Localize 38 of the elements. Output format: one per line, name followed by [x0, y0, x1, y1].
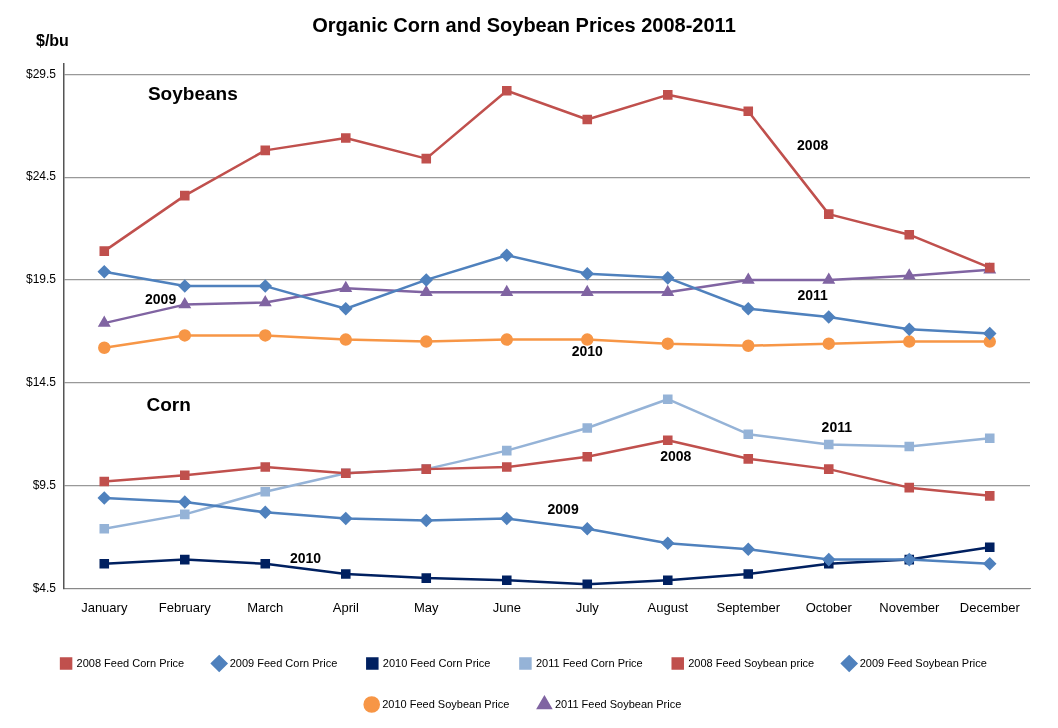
- annotation: 2009: [145, 291, 177, 308]
- legend-label: 2008 Feed Corn Price: [76, 656, 185, 669]
- y-tick-label: $9.5: [32, 477, 57, 492]
- annotation: 2011: [821, 418, 853, 435]
- annotation: Soybeans: [147, 83, 238, 105]
- annotation: 2008: [797, 137, 829, 154]
- x-tick-label: November: [879, 599, 940, 615]
- annotation: 2010: [289, 550, 322, 567]
- x-tick-label: October: [805, 599, 853, 615]
- x-tick-label: April: [332, 599, 359, 615]
- y-tick-label: $24.5: [26, 169, 57, 184]
- y-tick-label: $14.5: [26, 375, 57, 390]
- annotation: Corn: [146, 393, 191, 415]
- x-tick-label: December: [959, 599, 1021, 615]
- annotation: 2011: [797, 287, 829, 304]
- x-tick-label: February: [158, 599, 212, 615]
- legend-label: 2010 Feed Soybean Price: [382, 697, 510, 710]
- x-tick-label: September: [716, 599, 781, 615]
- chart-title: Organic Corn and Soybean Prices 2008-2011: [312, 13, 736, 36]
- legend-label: 2009 Feed Soybean Price: [859, 656, 987, 669]
- annotation: 2009: [547, 501, 579, 518]
- legend-label: 2011 Feed Corn Price: [535, 656, 643, 669]
- x-tick-label: May: [413, 599, 440, 615]
- y-axis-title: $/bu: [36, 32, 69, 50]
- x-tick-label: January: [81, 599, 128, 615]
- legend-label: 2009 Feed Corn Price: [229, 656, 338, 669]
- annotation: 2008: [660, 447, 692, 464]
- legend-label: 2008 Feed Soybean price: [688, 656, 815, 669]
- legend-label: 2011 Feed Soybean Price: [554, 697, 682, 710]
- x-tick-label: June: [492, 599, 521, 615]
- y-tick-label: $29.5: [26, 66, 57, 81]
- x-tick-label: August: [647, 599, 689, 615]
- y-tick-label: $4.5: [32, 580, 57, 595]
- x-tick-label: March: [247, 599, 284, 615]
- annotation: 2010: [571, 342, 604, 359]
- x-tick-label: July: [575, 599, 600, 615]
- y-tick-label: $19.5: [26, 272, 57, 287]
- legend-label: 2010 Feed Corn Price: [382, 656, 491, 669]
